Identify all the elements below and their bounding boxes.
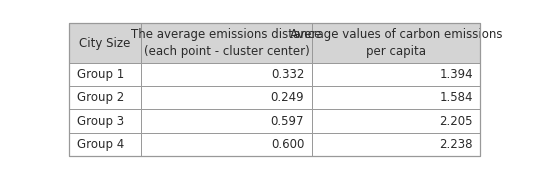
Bar bbox=[141, 23, 312, 63]
Text: Average values of carbon emissions
per capita: Average values of carbon emissions per c… bbox=[290, 28, 502, 58]
Bar bbox=[69, 23, 141, 63]
Bar bbox=[312, 63, 480, 86]
Text: 1.394: 1.394 bbox=[439, 68, 473, 81]
Text: 0.600: 0.600 bbox=[271, 138, 304, 151]
Bar bbox=[69, 109, 141, 133]
Bar bbox=[312, 109, 480, 133]
Bar bbox=[312, 133, 480, 156]
Text: City Size: City Size bbox=[79, 36, 131, 49]
Text: Group 3: Group 3 bbox=[77, 115, 124, 128]
Bar bbox=[141, 133, 312, 156]
Bar bbox=[141, 63, 312, 86]
Text: Group 4: Group 4 bbox=[77, 138, 124, 151]
Bar bbox=[141, 109, 312, 133]
Text: 2.205: 2.205 bbox=[440, 115, 473, 128]
Text: Group 1: Group 1 bbox=[77, 68, 124, 81]
Text: Group 2: Group 2 bbox=[77, 91, 124, 104]
Bar bbox=[69, 86, 141, 109]
Bar bbox=[312, 23, 480, 63]
Bar bbox=[312, 86, 480, 109]
Text: 0.249: 0.249 bbox=[271, 91, 304, 104]
Text: 0.332: 0.332 bbox=[271, 68, 304, 81]
Text: 1.584: 1.584 bbox=[440, 91, 473, 104]
Text: The average emissions distance
(each point - cluster center): The average emissions distance (each poi… bbox=[131, 28, 322, 58]
Bar bbox=[141, 86, 312, 109]
Text: 0.597: 0.597 bbox=[271, 115, 304, 128]
Bar bbox=[69, 63, 141, 86]
Text: 2.238: 2.238 bbox=[440, 138, 473, 151]
Bar bbox=[69, 133, 141, 156]
